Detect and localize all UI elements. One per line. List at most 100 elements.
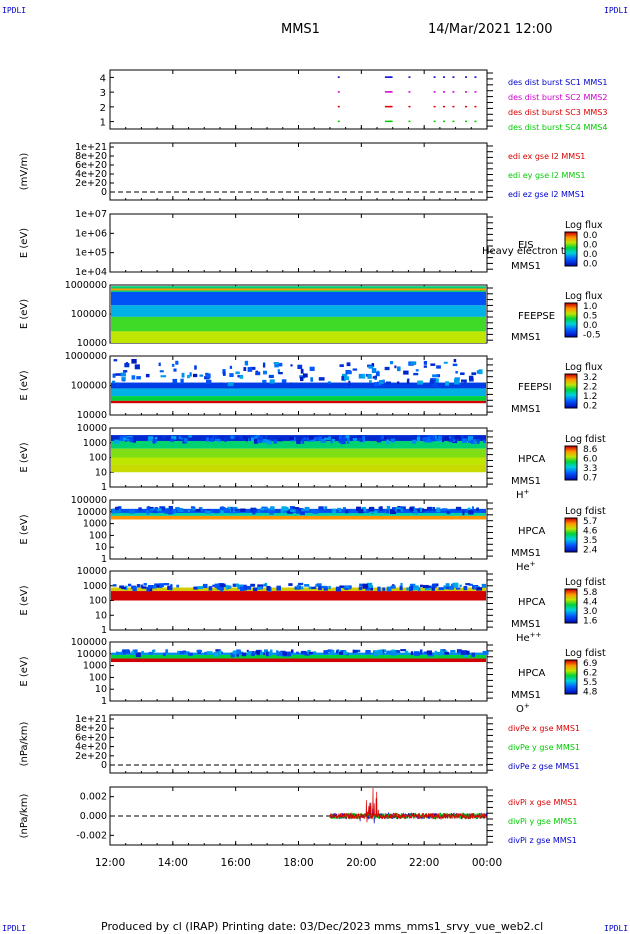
panel-8-ytick-label: 10	[95, 610, 107, 621]
panel-9-speckle	[276, 651, 282, 656]
panel-7-colorbar-swatch	[565, 525, 577, 527]
panel-8-speckle	[438, 587, 445, 591]
panel-8-speckle	[202, 583, 208, 588]
panel-6-colorbar-tick: 8.6	[583, 445, 598, 455]
panel-5-speckle	[290, 382, 293, 386]
panel-5-speckle	[460, 372, 465, 376]
panel-5-colorbar-swatch	[565, 394, 577, 396]
panel-7-speckle	[396, 509, 401, 512]
panel-5-colorbar-swatch	[565, 395, 577, 397]
panel-6-speckle	[425, 439, 432, 443]
panel-5-speckle	[175, 360, 179, 365]
panel-6-speckle	[273, 439, 278, 444]
panel-7-speckle	[164, 508, 170, 514]
panel-6-instrument: HPCA	[518, 454, 546, 465]
panel-6-speckle	[119, 436, 124, 442]
panel-4-colorbar-swatch	[565, 326, 577, 328]
panel-8-speckle	[257, 584, 264, 588]
panel-7-speckle	[342, 507, 346, 510]
panel-5-speckle	[173, 368, 177, 372]
panel-3-colorbar-swatch	[565, 264, 577, 266]
panel-8-ylabel: E (eV)	[19, 585, 30, 615]
panel-6-speckle	[188, 435, 192, 438]
panel-9-speckle	[354, 650, 358, 653]
panel-5-speckle	[278, 371, 283, 375]
time-axis-label: 18:00	[283, 857, 313, 869]
panel-8-speckle	[463, 586, 468, 591]
panel-7-colorbar-swatch	[565, 539, 577, 541]
panel-8-colorbar-swatch	[565, 591, 577, 593]
panel-5-colorbar-swatch	[565, 404, 577, 406]
time-axis-label: 22:00	[409, 857, 439, 869]
panel-9-speckle	[391, 651, 397, 656]
panel-6-speckle	[166, 436, 171, 440]
panel-3-colorbar-swatch	[565, 234, 577, 236]
panel-5-speckle	[452, 363, 458, 367]
panel-9-spacecraft: MMS1	[511, 690, 541, 701]
panel-10-frame	[109, 714, 488, 774]
panel-8-speckle	[146, 586, 151, 592]
burst-mark-1	[474, 76, 477, 78]
panel-7-speckle	[138, 507, 142, 511]
burst-mark-4	[408, 120, 411, 123]
panel-6-ytick-label: 10000	[77, 423, 107, 434]
panel-5-speckle	[239, 375, 244, 379]
panel-5-speckle	[243, 367, 247, 372]
panel-8-speckle	[411, 585, 414, 591]
panel-7-speckle	[467, 507, 471, 512]
panel-9-colorbar-swatch	[565, 688, 577, 690]
panel-6-speckle	[330, 439, 333, 444]
panel-6-ylabel: E (eV)	[19, 442, 30, 472]
panel-7-speckle	[436, 507, 441, 513]
panel-5-speckle	[436, 374, 441, 378]
panel-9-speckle	[152, 649, 156, 652]
panel-9-speckle	[266, 651, 269, 657]
panel-6-colorbar-tick: 0.7	[583, 474, 597, 484]
panel-6-speckle	[454, 435, 461, 439]
panel-4-colorbar-swatch	[565, 324, 577, 326]
panel-8-speckle	[313, 586, 317, 590]
panel-7-colorbar-swatch	[565, 542, 577, 544]
panel-6-speckle	[309, 435, 314, 440]
panel-6-speckle	[411, 439, 417, 444]
panel-6-speckle	[416, 437, 421, 442]
panel-9-speckle	[141, 651, 144, 654]
panel-6-speckle	[123, 435, 126, 438]
panel-5-speckle	[339, 364, 344, 368]
panel-7-speckle	[240, 508, 246, 512]
panel-4-colorbar-swatch	[565, 331, 577, 333]
panel-8-speckle	[163, 582, 170, 586]
panel-5-colorbar-swatch	[565, 399, 577, 401]
panel-3-colorbar-swatch	[565, 260, 577, 262]
panel-6-speckle	[301, 438, 305, 444]
panel-7-colorbar-swatch	[565, 540, 577, 542]
panel-5-speckle	[454, 377, 460, 381]
panel-5-colorbar-swatch	[565, 397, 577, 399]
panel-5-colorbar-swatch	[565, 387, 577, 389]
burst-mark-2	[433, 91, 436, 93]
panel-7-speckle	[220, 510, 224, 514]
panel-6-colorbar-swatch	[565, 476, 577, 478]
panel-3-instrument: EIS	[518, 240, 534, 251]
panel-9-speckle	[259, 651, 263, 655]
burst-mark-3	[389, 105, 393, 108]
panel-7-speckle	[368, 506, 375, 512]
panel-9-speckle	[327, 649, 332, 653]
panel-9-speckle	[230, 652, 235, 658]
panel-1-ytick-label: 2	[100, 103, 106, 114]
panel-5-speckle	[318, 377, 325, 381]
panel-6-speckle	[317, 438, 320, 442]
panel-6-speckle	[338, 439, 341, 443]
panel-5-speckle	[274, 363, 279, 368]
panel-8-speckle	[234, 583, 239, 587]
panel-9-colorbar-swatch	[565, 676, 577, 678]
panel-3-frame	[109, 213, 488, 273]
panel-9-ytick-label: 10	[95, 684, 107, 695]
panel-8-speckle	[304, 583, 310, 587]
panel-7-speckle	[152, 509, 158, 514]
panel-6-speckle	[352, 438, 358, 441]
panel-5-speckle	[423, 365, 427, 368]
panel-8-speckle	[359, 583, 364, 587]
panel-7-speckle	[301, 508, 306, 512]
panel-7-speckle	[324, 506, 328, 510]
